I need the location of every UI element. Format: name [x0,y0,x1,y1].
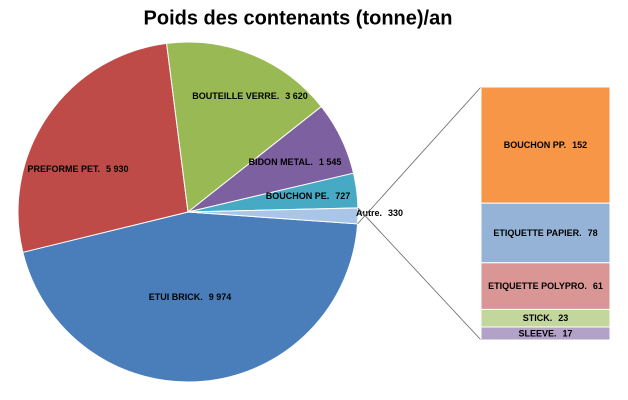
segment-label: STICK. 23 [523,314,569,324]
connector [357,86,482,225]
label-category: Autre. [356,208,382,218]
chart-title: Poids des contenants (tonne)/an [144,7,453,29]
label-category: BIDON METAL. [249,157,313,167]
label-value: 3 620 [285,91,308,101]
slice-label: PREFORME PET. 5 930 [27,164,128,174]
slice-label: ETUI BRICK. 9 974 [149,292,232,302]
slice-label: BIDON METAL. 1 545 [249,157,342,167]
segment-label: BOUCHON PP. 152 [504,140,587,150]
segment-label: SLEEVE. 17 [518,329,572,339]
slice-label: Autre. 330 [356,208,403,218]
pie-slice [166,41,323,213]
label-value: 152 [572,140,587,150]
bar-segment [480,86,611,204]
label-category: BOUCHON PE. [266,191,330,201]
label-value: 5 930 [106,164,129,174]
label-category: ETUI BRICK. [149,292,203,302]
bar-segment [480,326,611,341]
label-category: ETIQUETTE PAPIER. [493,228,581,238]
bar-segment [480,262,611,310]
label-value: 61 [593,281,603,291]
bar-segment [480,202,611,264]
pie-slice [17,42,189,253]
label-category: SLEEVE. [518,329,556,339]
pie-slice [22,211,359,383]
slice-label: BOUTEILLE VERRE. 3 620 [192,91,308,101]
label-value: 23 [558,314,568,324]
segment-label: ETIQUETTE POLYPRO. 61 [488,281,603,291]
label-value: 78 [588,228,598,238]
label-category: ETIQUETTE POLYPRO. [488,281,587,291]
slice-label: BOUCHON PE. 727 [266,191,351,201]
label-category: BOUCHON PP. [504,140,566,150]
label-value: 9 974 [209,292,232,302]
label-category: BOUTEILLE VERRE. [192,91,279,101]
label-category: STICK. [523,314,553,324]
label-value: 330 [388,208,403,218]
segment-label: ETIQUETTE PAPIER. 78 [493,228,597,238]
label-value: 17 [563,329,573,339]
label-value: 727 [335,191,350,201]
label-category: PREFORME PET. [27,164,100,174]
connector [357,207,482,341]
label-value: 1 545 [319,157,342,167]
